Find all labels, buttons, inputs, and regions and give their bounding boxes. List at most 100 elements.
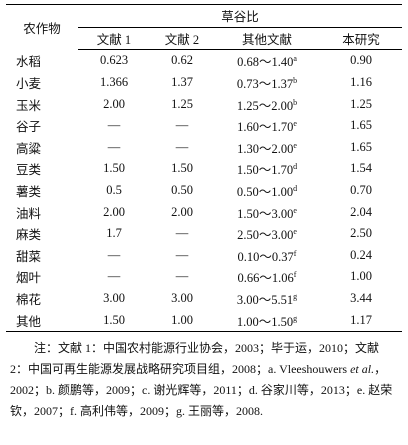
table-cell: 1.366 xyxy=(99,75,129,90)
table-cell: 1.50～3.00e xyxy=(214,201,320,223)
table-cell: 2.50 xyxy=(350,226,372,241)
header-row: 农作物 草谷比 xyxy=(6,4,402,36)
table-cell: 3.00～5.51g xyxy=(214,288,320,310)
table-cell: 1.25 xyxy=(350,96,372,111)
header-cell: 本研究 xyxy=(320,27,402,51)
crop-name: 高粱 xyxy=(16,141,42,156)
header-cell: 其他文献 xyxy=(214,27,320,51)
table-cell: 0.73～1.37b xyxy=(214,72,320,94)
table-cell: 0.50 xyxy=(171,183,193,198)
table-cell: 1.65 xyxy=(350,139,372,154)
table-cell: 1.00 xyxy=(350,269,372,284)
table-row: 高粱 — — 1.30～2.00e 1.65 xyxy=(6,137,402,159)
table-cell: — xyxy=(175,269,189,284)
header-cell: 文献 1 xyxy=(78,27,150,51)
range-text: 0.66～1.06 xyxy=(237,271,294,286)
reference-mark: e xyxy=(293,140,297,150)
table-cell: 1.00～1.50g xyxy=(214,309,320,331)
range-text: 0.10～0.37 xyxy=(237,249,294,264)
page: 农作物 草谷比 文献 1 文献 2 其他文献 本研究 水稻 0.623 0.62 0.… xyxy=(6,4,402,422)
table-cell: 3.44 xyxy=(350,291,372,306)
crop-name: 烟叶 xyxy=(16,271,42,286)
reference-mark: e xyxy=(293,119,297,129)
reference-mark: f xyxy=(293,270,297,280)
table-cell: 1.17 xyxy=(350,312,372,327)
crop-name: 谷子 xyxy=(16,120,42,135)
table-row: 其他 1.50 1.00 1.00～1.50g 1.17 xyxy=(6,309,402,331)
range-text: 1.30～2.00 xyxy=(237,141,294,156)
table-cell: 2.00 xyxy=(103,96,125,111)
header-cell: 农作物 xyxy=(23,21,61,36)
reference-mark: g xyxy=(293,313,298,323)
reference-mark: b xyxy=(293,75,298,85)
table-cell: 0.70 xyxy=(350,183,372,198)
table-body: 水稻 0.623 0.62 0.68～1.40a 0.90 小麦 1.366 1.37 0.73… xyxy=(6,50,402,332)
table-cell: — xyxy=(175,247,189,262)
table-row: 玉米 2.00 1.25 1.25～2.00b 1.25 xyxy=(6,93,402,115)
crop-name: 其他 xyxy=(16,314,42,329)
table-header: 农作物 草谷比 文献 1 文献 2 其他文献 本研究 xyxy=(6,4,402,51)
table-row: 豆类 1.50 1.50 1.50～1.70d 1.54 xyxy=(6,158,402,180)
table-row: 小麦 1.366 1.37 0.73～1.37b 1.16 xyxy=(6,72,402,94)
crop-name: 玉米 xyxy=(16,98,42,113)
table-cell: 0.68～1.40a xyxy=(214,50,320,72)
range-text: 0.50～1.00 xyxy=(236,185,294,200)
table-cell: 0.10～0.37f xyxy=(214,245,320,267)
table-cell: 1.25～2.00b xyxy=(214,93,320,115)
table-cell: — xyxy=(175,139,189,154)
table-cell: 0.623 xyxy=(99,53,129,68)
table-cell: — xyxy=(107,247,121,262)
table-cell: 1.50～1.70d xyxy=(214,158,320,180)
table-cell: 3.00 xyxy=(171,291,193,306)
table-cell: — xyxy=(107,118,121,133)
table-cell: 0.5 xyxy=(106,183,122,198)
table-cell: 0.66～1.06f xyxy=(214,266,320,288)
table-cell: 0.62 xyxy=(171,53,193,68)
table-cell: 3.00 xyxy=(103,291,125,306)
table-row: 棉花 3.00 3.00 3.00～5.51g 3.44 xyxy=(6,288,402,310)
note-text: 注：文献 1：中国农村能源行业协会，2003；毕于运，2010；文献 2：中国可… xyxy=(10,340,380,376)
range-text: 2.50～3.00 xyxy=(237,228,294,243)
table-cell: 0.90 xyxy=(350,53,372,68)
crop-name: 小麦 xyxy=(16,77,42,92)
table-row: 麻类 1.7 — 2.50～3.00e 2.50 xyxy=(6,223,402,245)
table-cell: — xyxy=(107,269,121,284)
table-cell: 1.7 xyxy=(106,226,122,241)
table-cell: 2.00 xyxy=(171,204,193,219)
crop-name: 甜菜 xyxy=(16,249,42,264)
table-cell: 1.30～2.00e xyxy=(214,137,320,159)
table-cell: 1.37 xyxy=(171,75,193,90)
crop-name: 薯类 xyxy=(16,185,42,200)
reference-mark: f xyxy=(293,248,297,258)
reference-mark: d xyxy=(293,183,298,193)
range-text: 3.00～5.51 xyxy=(236,293,294,308)
table-cell: 1.25 xyxy=(171,96,193,111)
table-row: 油料 2.00 2.00 1.50～3.00e 2.04 xyxy=(6,201,402,223)
table-cell: — xyxy=(175,226,189,241)
note-text: ，2002；b. 颜鹏等，2009；c. 谢光辉等，2011；d. 谷家川等，2… xyxy=(10,361,393,418)
data-table: 农作物 草谷比 文献 1 文献 2 其他文献 本研究 水稻 0.623 0.62 0.… xyxy=(6,4,402,332)
table-cell: 2.04 xyxy=(350,204,372,219)
reference-mark: b xyxy=(293,97,298,107)
crop-name: 麻类 xyxy=(16,228,42,243)
table-cell: 1.00 xyxy=(171,312,193,327)
table-row: 甜菜 — — 0.10～0.37f 0.24 xyxy=(6,245,402,267)
range-text: 1.00～1.50 xyxy=(236,314,294,329)
table-note: 注：文献 1：中国农村能源行业协会，2003；毕于运，2010；文献 2：中国可… xyxy=(10,338,398,422)
table-cell: 1.50 xyxy=(103,161,125,176)
header-cell: 草谷比 xyxy=(78,4,402,28)
crop-name: 豆类 xyxy=(16,163,42,178)
table-row: 水稻 0.623 0.62 0.68～1.40a 0.90 xyxy=(6,50,402,72)
table-row: 谷子 — — 1.60～1.70e 1.65 xyxy=(6,115,402,137)
range-text: 1.25～2.00 xyxy=(236,98,294,113)
table-cell: 0.24 xyxy=(350,247,372,262)
table-cell: 1.50 xyxy=(171,161,193,176)
range-text: 1.60～1.70 xyxy=(237,120,294,135)
table-cell: 1.65 xyxy=(350,118,372,133)
table-cell: 2.50～3.00e xyxy=(214,223,320,245)
range-text: 0.73～1.37 xyxy=(236,77,294,92)
note-text: et al. xyxy=(350,361,375,376)
crop-name: 水稻 xyxy=(16,55,42,70)
crop-name: 棉花 xyxy=(16,293,42,308)
table-cell: 1.16 xyxy=(350,75,372,90)
